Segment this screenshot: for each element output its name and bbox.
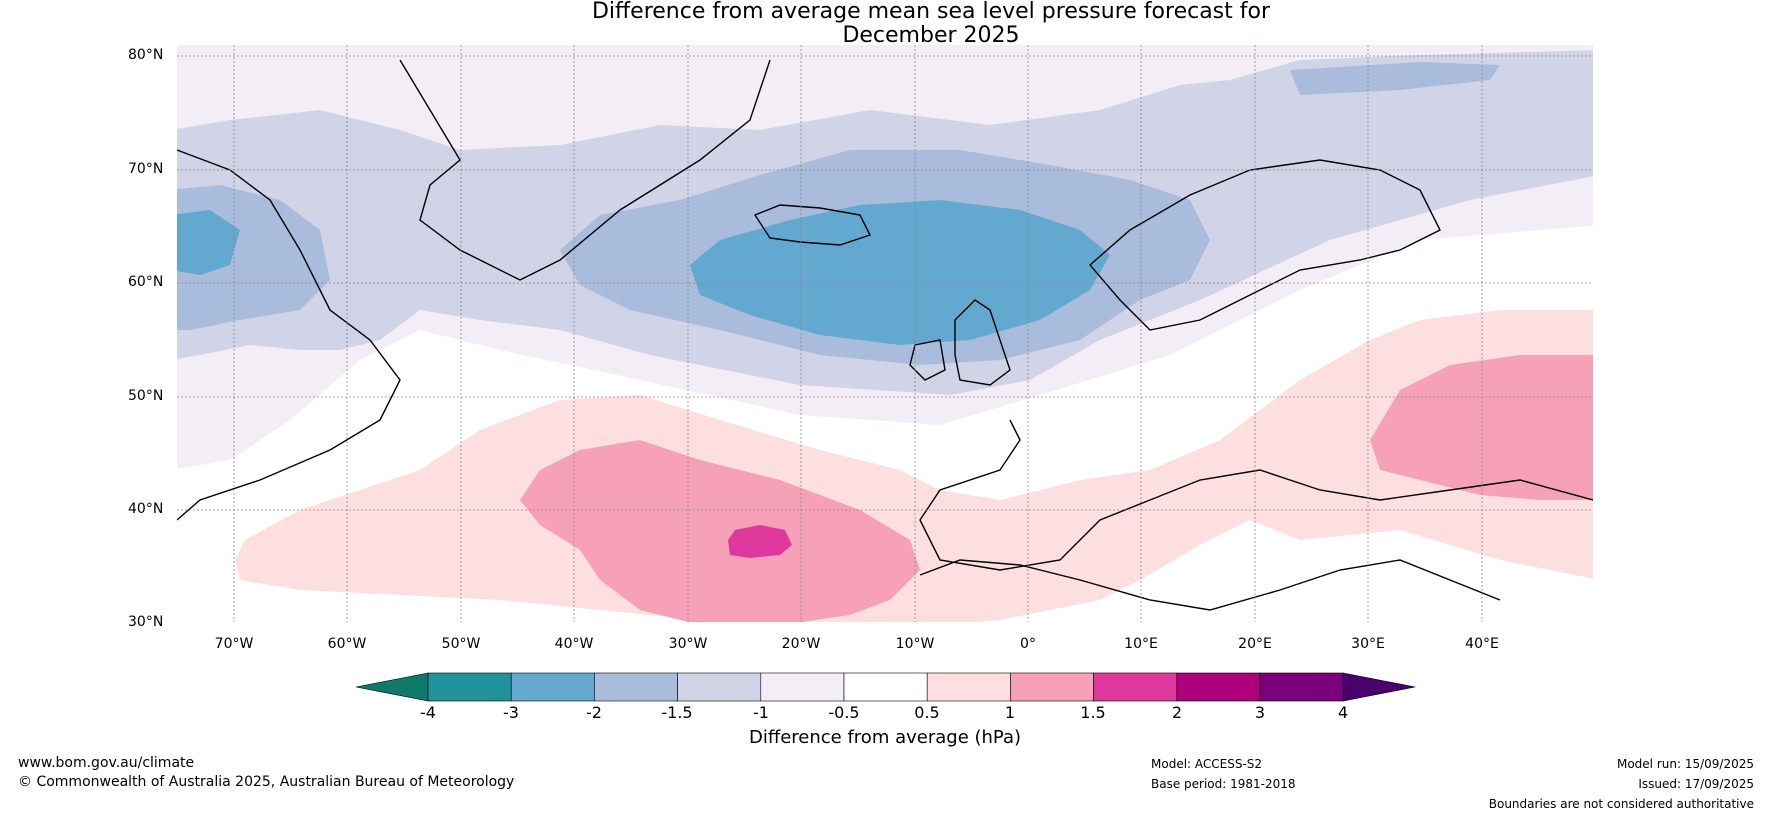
- lon-label-30w: 30°W: [668, 636, 708, 652]
- cbar-tick-1-5: 1.5: [1080, 703, 1106, 722]
- lon-label-70w: 70°W: [214, 636, 254, 652]
- lon-label-20w: 20°W: [781, 636, 821, 652]
- colorbar-bin: [843, 672, 928, 702]
- title-line-1: Difference from average mean sea level p…: [591, 0, 1271, 24]
- lon-label-40e: 40°E: [1465, 636, 1499, 652]
- colorbar-bin: [594, 672, 678, 702]
- scandinavia-coast: [1089, 159, 1441, 331]
- anomaly-fields: [177, 45, 1593, 622]
- colorbar-title: Difference from average (hPa): [748, 727, 1022, 748]
- cbar-tick-neg4: -4: [420, 703, 436, 722]
- cbar-tick-neg0-5: -0.5: [828, 703, 860, 722]
- colorbar-bin: [1259, 672, 1344, 702]
- model-run-text: Model run: 15/09/2025: [1616, 757, 1754, 771]
- contour-pos-1-5-core: [728, 525, 792, 558]
- colorbar-bin: [1093, 672, 1178, 702]
- colorbar: [355, 672, 1416, 702]
- north-america-coast: [177, 149, 401, 521]
- contour-neg-1-5-arctic: [1290, 62, 1500, 95]
- lon-label-10e: 10°E: [1124, 636, 1158, 652]
- base-period-text: Base period: 1981-2018: [1151, 777, 1296, 791]
- lon-label-40w: 40°W: [554, 636, 594, 652]
- ireland-coast: [909, 339, 946, 381]
- lat-label-60n: 60°N: [128, 274, 164, 290]
- europe-coast: [919, 419, 1593, 571]
- colorbar-bin: [677, 672, 762, 702]
- cbar-tick-4: 4: [1337, 703, 1349, 722]
- cbar-tick-neg1-5: -1.5: [661, 703, 693, 722]
- lat-label-40n: 40°N: [128, 501, 164, 517]
- contour-pos-1-atlantic: [520, 440, 920, 622]
- lon-label-30e: 30°E: [1351, 636, 1385, 652]
- coastlines: [177, 59, 1593, 611]
- lon-label-10w: 10°W: [895, 636, 935, 652]
- colorbar-bin: [510, 672, 595, 702]
- colorbar-max-extend: [1342, 672, 1416, 702]
- greenland-coast: [399, 59, 771, 281]
- africa-coast: [919, 559, 1501, 611]
- contour-neg-2-core: [690, 200, 1110, 345]
- colorbar-bin: [427, 672, 512, 702]
- cbar-tick-0-5: 0.5: [914, 703, 940, 722]
- copyright-text: © Commonwealth of Australia 2025, Austra…: [18, 774, 515, 790]
- contour-pos-1-blacksea: [1370, 355, 1593, 500]
- disclaimer-text: Boundaries are not considered authoritat…: [1488, 797, 1754, 811]
- cbar-tick-neg3: -3: [503, 703, 519, 722]
- graticule: [177, 45, 1593, 622]
- britain-coast: [954, 299, 1011, 386]
- lat-label-50n: 50°N: [128, 388, 164, 404]
- cbar-tick-neg2: -2: [586, 703, 602, 722]
- cbar-tick-3: 3: [1254, 703, 1266, 722]
- issued-text: Issued: 17/09/2025: [1638, 777, 1754, 791]
- lat-label-30n: 30°N: [128, 614, 164, 630]
- colorbar-bin: [1176, 672, 1261, 702]
- title-line-2: December 2025: [842, 23, 1020, 48]
- model-text: Model: ACCESS-S2: [1151, 757, 1263, 771]
- colorbar-min-extend: [355, 672, 429, 702]
- cbar-tick-neg1: -1: [753, 703, 769, 722]
- colorbar-bin: [760, 672, 845, 702]
- lat-label-70n: 70°N: [128, 161, 164, 177]
- colorbar-bin: [926, 672, 1011, 702]
- lon-label-50w: 50°W: [441, 636, 481, 652]
- lon-label-0: 0°: [1020, 636, 1036, 652]
- website-link[interactable]: www.bom.gov.au/climate: [18, 755, 195, 771]
- lon-label-20e: 20°E: [1238, 636, 1272, 652]
- lat-label-80n: 80°N: [128, 47, 164, 63]
- lon-label-60w: 60°W: [327, 636, 367, 652]
- map-title: Difference from average mean sea level p…: [0, 0, 1770, 48]
- colorbar-bin: [1010, 672, 1094, 702]
- cbar-tick-2: 2: [1171, 703, 1183, 722]
- contour-neg-2-west: [177, 210, 240, 275]
- cbar-tick-1: 1: [1004, 703, 1016, 722]
- iceland-coast: [753, 204, 871, 246]
